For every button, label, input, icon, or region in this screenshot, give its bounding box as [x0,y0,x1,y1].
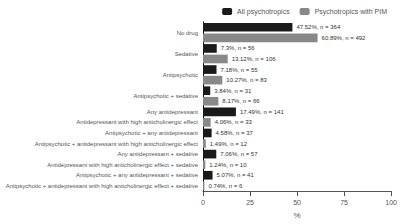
svg-text:7.06%, n = 57: 7.06%, n = 57 [220,151,258,157]
svg-text:7.18%, n = 55: 7.18%, n = 55 [221,67,259,73]
svg-text:Antipsychotic: Antipsychotic [163,72,198,78]
svg-text:17.49%, n = 141: 17.49%, n = 141 [240,109,285,115]
svg-text:Psychotropics with PIM: Psychotropics with PIM [315,8,388,16]
svg-text:50: 50 [293,199,301,206]
svg-text:25: 25 [246,199,254,206]
svg-text:0.74%, n = 6: 0.74%, n = 6 [208,183,243,189]
svg-text:3.84%, n = 31: 3.84%, n = 31 [214,88,252,94]
svg-text:60.89%, n = 492: 60.89%, n = 492 [322,35,367,41]
svg-text:4.06%, n = 33: 4.06%, n = 33 [215,119,253,125]
svg-text:1.24%, n = 10: 1.24%, n = 10 [209,162,247,168]
svg-text:47.52%, n = 364: 47.52%, n = 364 [296,24,341,30]
svg-text:Antipsychotic + antidepressant: Antipsychotic + antidepressant with high… [35,141,198,147]
svg-text:Any antidepressant: Any antidepressant [147,109,199,115]
svg-text:1.49%, n = 12: 1.49%, n = 12 [210,141,248,147]
svg-text:All psychotropics: All psychotropics [237,8,290,16]
svg-text:7.3%, n = 56: 7.3%, n = 56 [221,45,256,51]
svg-text:4.58%, n = 37: 4.58%, n = 37 [216,130,254,136]
svg-text:Sedative: Sedative [175,51,199,57]
svg-text:Antipsychotic + any antidepres: Antipsychotic + any antidepressant [105,130,198,136]
svg-text:10.27%, n = 83: 10.27%, n = 83 [226,77,267,83]
svg-text:Any antidepressant + sedative: Any antidepressant + sedative [117,151,198,157]
svg-text:100: 100 [385,199,397,206]
svg-text:No drug: No drug [177,30,198,36]
svg-text:Antipsychotic + sedative: Antipsychotic + sedative [133,93,198,99]
svg-text:13.12%, n = 106: 13.12%, n = 106 [232,56,277,62]
svg-text:8.17%, n = 66: 8.17%, n = 66 [222,98,260,104]
svg-text:75: 75 [340,199,348,206]
svg-text:%: % [294,211,301,220]
svg-text:Antidepressant with high antic: Antidepressant with high anticholinergic… [47,162,198,168]
svg-text:Antidepressant with high antic: Antidepressant with high anticholinergic… [76,119,198,125]
svg-text:Antipsychotic + antidepressant: Antipsychotic + antidepressant with high… [6,183,199,189]
svg-text:Antipsychotic + any antidepres: Antipsychotic + any antidepressant + sed… [76,172,199,178]
svg-text:0: 0 [201,199,205,206]
svg-text:5.07%, n = 41: 5.07%, n = 41 [217,172,255,178]
